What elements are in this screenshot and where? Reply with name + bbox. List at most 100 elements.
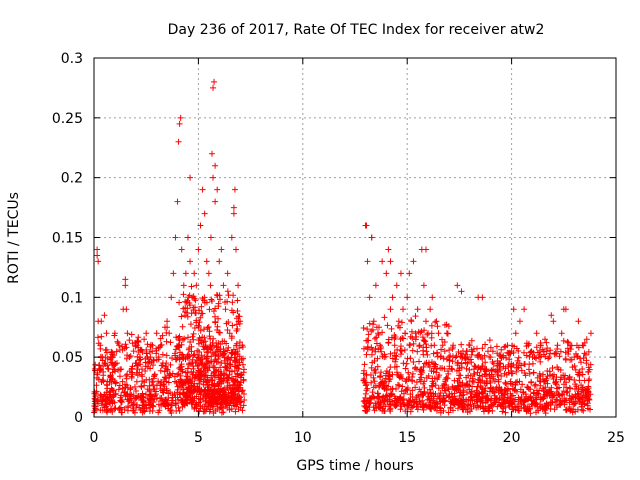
data-point <box>389 294 396 301</box>
data-point <box>141 336 148 343</box>
band-point <box>131 409 138 416</box>
band-point <box>521 349 528 356</box>
band-point <box>142 367 149 374</box>
band-point <box>211 364 218 371</box>
band-point <box>207 342 214 349</box>
band-point <box>369 389 376 396</box>
band-point <box>144 341 151 348</box>
band-point <box>197 314 204 321</box>
band-point <box>572 394 579 401</box>
band-point <box>527 349 534 356</box>
band-point <box>402 378 409 385</box>
band-point <box>118 392 125 399</box>
data-point <box>558 330 565 337</box>
band-point <box>149 362 156 369</box>
band-point <box>421 360 428 367</box>
band-point <box>143 346 150 353</box>
data-point <box>224 270 231 277</box>
band-point <box>150 375 157 382</box>
band-point <box>119 385 126 392</box>
band-point <box>104 409 111 416</box>
band-point <box>196 408 203 415</box>
band-point <box>93 397 100 404</box>
band-point <box>224 288 231 295</box>
band-point <box>363 337 370 344</box>
band-point <box>477 396 484 403</box>
band-point <box>178 351 185 358</box>
data-band <box>91 282 594 417</box>
data-point <box>366 294 373 301</box>
band-point <box>509 406 516 413</box>
band-point <box>429 383 436 390</box>
band-point <box>575 395 582 402</box>
band-point <box>228 390 235 397</box>
band-point <box>167 389 174 396</box>
data-point <box>164 318 171 325</box>
band-point <box>583 389 590 396</box>
band-point <box>108 349 115 356</box>
band-point <box>498 386 505 393</box>
band-point <box>236 394 243 401</box>
band-point <box>388 325 395 332</box>
chart-title: Day 236 of 2017, Rate Of TEC Index for r… <box>168 22 545 38</box>
band-point <box>99 377 106 384</box>
band-point <box>204 324 211 331</box>
data-point <box>220 282 227 289</box>
data-point <box>176 120 183 127</box>
band-point <box>213 343 220 350</box>
band-point <box>202 338 209 345</box>
band-point <box>453 367 460 374</box>
band-point <box>116 405 123 412</box>
data-point <box>521 306 528 313</box>
band-point <box>219 338 226 345</box>
band-point <box>536 354 543 361</box>
band-point <box>504 394 511 401</box>
band-point <box>166 372 173 379</box>
data-point <box>230 210 237 217</box>
data-point <box>191 270 198 277</box>
band-point <box>399 383 406 390</box>
band-point <box>373 334 380 341</box>
data-point <box>136 354 143 361</box>
band-point <box>196 377 203 384</box>
band-point <box>428 342 435 349</box>
band-point <box>465 356 472 363</box>
band-point <box>584 402 591 409</box>
band-point <box>235 406 242 413</box>
band-point <box>557 366 564 373</box>
band-point <box>230 346 237 353</box>
band-point <box>119 343 126 350</box>
data-point <box>166 330 173 337</box>
band-point <box>179 398 186 405</box>
band-point <box>141 382 148 389</box>
band-point <box>502 409 509 416</box>
data-point <box>377 342 384 349</box>
band-point <box>387 386 394 393</box>
data-point <box>387 258 394 265</box>
data-point <box>427 306 434 313</box>
band-point <box>218 360 225 367</box>
band-point <box>441 387 448 394</box>
band-point <box>181 335 188 342</box>
band-point <box>374 390 381 397</box>
band-point <box>237 379 244 386</box>
data-point <box>422 246 429 253</box>
band-point <box>536 378 543 385</box>
band-point <box>155 378 162 385</box>
band-point <box>572 366 579 373</box>
data-point <box>210 174 217 181</box>
band-point <box>214 344 221 351</box>
band-point <box>563 389 570 396</box>
data-point <box>218 246 225 253</box>
band-point <box>520 404 527 411</box>
band-point <box>525 384 532 391</box>
band-point <box>190 330 197 337</box>
data-point <box>205 270 212 277</box>
band-point <box>180 401 187 408</box>
band-point <box>398 348 405 355</box>
band-point <box>466 378 473 385</box>
band-point <box>547 347 554 354</box>
band-point <box>157 382 164 389</box>
band-point <box>134 338 141 345</box>
band-point <box>377 373 384 380</box>
